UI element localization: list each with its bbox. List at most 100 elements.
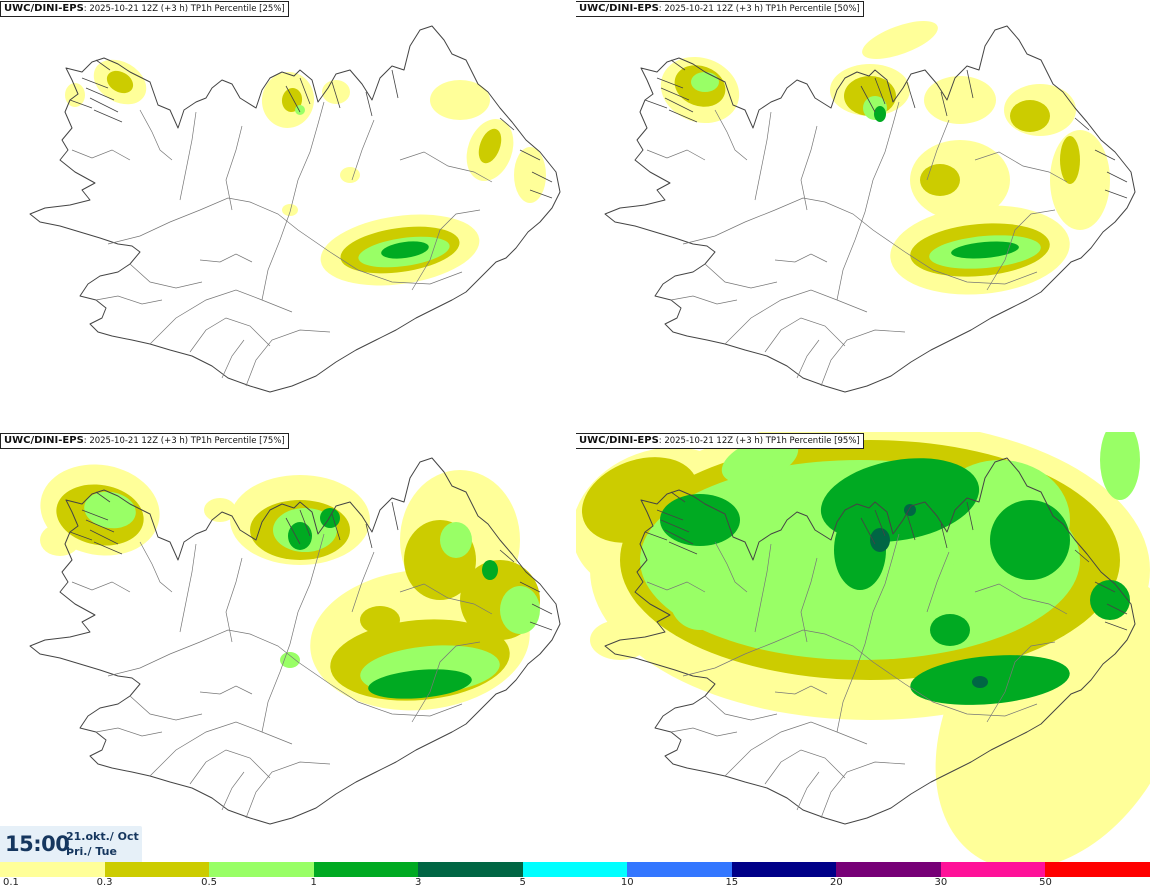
fjord-line — [660, 87, 690, 101]
fjord-line — [529, 621, 553, 631]
fjord-line — [529, 189, 553, 199]
region-border — [199, 685, 253, 695]
region-border — [411, 641, 481, 723]
region-border — [129, 263, 203, 289]
region-border — [189, 749, 271, 785]
legend-tick-label: 30 — [934, 877, 948, 888]
fjord-line — [874, 77, 886, 105]
precip-area — [360, 606, 400, 634]
fjord-line — [668, 541, 698, 555]
region-border — [189, 317, 271, 353]
region-border — [329, 251, 463, 285]
fjord-line — [860, 85, 876, 113]
legend-swatch — [104, 862, 211, 877]
region-border — [682, 641, 776, 677]
fjord-line — [1104, 189, 1128, 199]
map-panel-25: UWC/DINI-EPS: 2025-10-21 12Z (+3 h) TP1h… — [0, 0, 575, 432]
fjord-line — [874, 509, 886, 537]
precip-area — [910, 655, 1070, 705]
precip-legend: 0.1 0.3 0.5 1 3 5 10 15 20 30 50 — [0, 862, 1150, 891]
precip-layer — [575, 432, 1150, 864]
run-info: : 2025-10-21 12Z (+3 h) — [658, 436, 764, 446]
fjord-line — [85, 87, 115, 101]
region-border — [714, 541, 748, 593]
precip-layer — [40, 464, 540, 711]
field-name: TP1h Percentile [75%] — [190, 436, 285, 446]
region-border — [796, 339, 820, 379]
panel-title: UWC/DINI-EPS: 2025-10-21 12Z (+3 h) TP1h… — [575, 1, 864, 17]
fjord-line — [656, 509, 684, 521]
legend-swatch — [731, 862, 838, 877]
fjord-line — [89, 529, 119, 545]
region-border — [764, 317, 846, 353]
fjord-line — [668, 109, 698, 123]
region-border — [774, 629, 906, 685]
region-border — [107, 641, 201, 677]
legend-tick-label: 0.1 — [3, 877, 19, 888]
region-border — [820, 761, 906, 819]
region-border — [724, 289, 868, 345]
coastline — [29, 457, 561, 825]
fjord-line — [644, 531, 668, 541]
legend-tick-label: 3 — [414, 877, 422, 888]
precip-area — [368, 669, 472, 699]
fjord-line — [331, 513, 341, 541]
valid-date: 21.okt./ Oct — [66, 830, 139, 843]
legend-tick-label: 50 — [1039, 877, 1052, 888]
region-border — [199, 197, 331, 253]
fjord-line — [299, 77, 311, 105]
map-panel-75: UWC/DINI-EPS: 2025-10-21 12Z (+3 h) TP1h… — [0, 432, 575, 864]
fjord-line — [1094, 149, 1116, 161]
region-border — [704, 695, 778, 721]
legend-swatch — [836, 862, 942, 877]
fjord-line — [365, 523, 373, 549]
region-border — [754, 111, 772, 201]
fjord-line — [664, 529, 694, 545]
legend-swatch — [522, 862, 629, 877]
model-name: UWC/DINI-EPS — [579, 3, 659, 14]
run-info: : 2025-10-21 12Z (+3 h) — [83, 436, 189, 446]
region-border — [820, 329, 906, 387]
run-info: : 2025-10-21 12Z (+3 h) — [658, 4, 764, 14]
legend-swatch — [0, 862, 106, 877]
region-border — [774, 197, 906, 253]
fjord-line — [940, 91, 948, 117]
fjord-line — [660, 519, 690, 533]
precip-area — [381, 241, 429, 259]
precip-map — [604, 21, 1136, 393]
region-border — [872, 101, 900, 181]
panel-title: UWC/DINI-EPS: 2025-10-21 12Z (+3 h) TP1h… — [575, 433, 864, 449]
precip-layer — [65, 59, 546, 286]
region-border — [904, 683, 1038, 717]
field-name: TP1h Percentile [25%] — [190, 4, 285, 14]
region-border — [221, 339, 245, 379]
fjord-line — [285, 85, 301, 113]
region-border — [926, 119, 950, 181]
region-border — [399, 151, 493, 183]
region-border — [754, 543, 772, 633]
fjord-line — [89, 97, 119, 113]
fjord-line — [365, 91, 373, 117]
fjord-line — [860, 517, 876, 545]
field-name: TP1h Percentile [50%] — [765, 4, 860, 14]
fjord-line — [531, 603, 553, 615]
region-border — [179, 111, 197, 201]
fjord-line — [85, 519, 115, 533]
region-border — [297, 533, 325, 613]
fjord-line — [331, 81, 341, 109]
region-border — [670, 295, 738, 305]
fjord-line — [285, 517, 301, 545]
panel-divider — [0, 431, 1150, 432]
precip-area — [478, 128, 502, 164]
region-border — [95, 727, 163, 737]
precip-area — [482, 560, 498, 580]
map-panel-50: UWC/DINI-EPS: 2025-10-21 12Z (+3 h) TP1h… — [575, 0, 1150, 432]
precip-area — [84, 491, 136, 529]
precip-area — [924, 76, 996, 124]
precip-area — [920, 164, 960, 196]
iceland-outline — [29, 457, 561, 825]
region-border — [986, 641, 1056, 723]
legend-swatch — [418, 862, 524, 877]
precip-area — [670, 570, 730, 630]
precip-area — [970, 750, 990, 770]
